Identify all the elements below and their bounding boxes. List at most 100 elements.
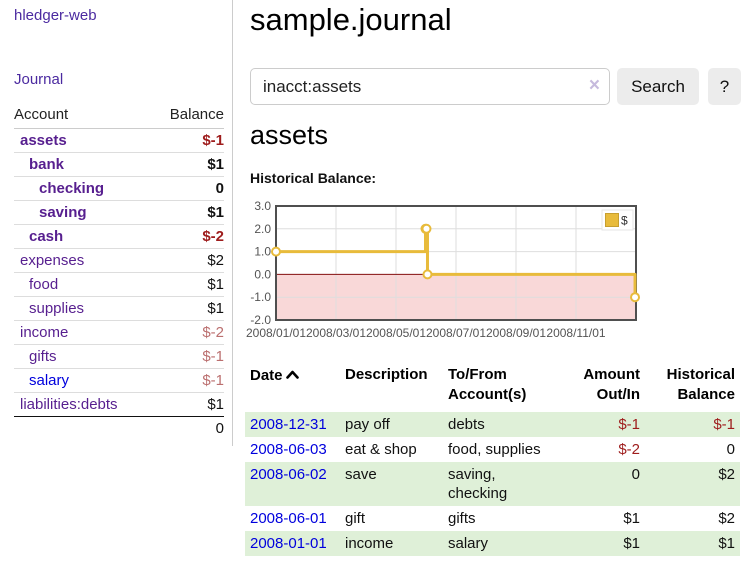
transaction-date-link: 2008-06-01 xyxy=(245,506,345,531)
transaction-description: gift xyxy=(345,510,366,527)
transaction-description: save xyxy=(345,466,377,483)
account-balance: $2 xyxy=(207,252,224,269)
sidebar-account-link[interactable]: liabilities:debts xyxy=(20,396,118,413)
svg-text:2008/03/01: 2008/03/01 xyxy=(306,326,366,340)
transaction-accounts: salary xyxy=(448,535,489,552)
transaction-date-link: 2008-01-01 xyxy=(245,531,345,556)
svg-text:2008/11/01: 2008/11/01 xyxy=(546,326,605,340)
sidebar-account-link[interactable]: income xyxy=(20,324,69,341)
balance-column-header: Balance xyxy=(169,106,224,123)
accounts-table-header: Account Balance xyxy=(14,104,224,129)
sidebar-account-link[interactable]: cash xyxy=(29,228,64,245)
app-title-link[interactable]: hledger-web xyxy=(14,7,97,24)
transaction-accounts: debts xyxy=(448,416,485,433)
register-row: 2008-06-03 eat & shop food, supplies $-2 0 xyxy=(245,437,740,462)
chart-title: Historical Balance: xyxy=(250,170,377,186)
sidebar-account-link[interactable]: expenses xyxy=(20,252,85,269)
register-header-row: Date Description To/From Account(s) Amou… xyxy=(245,363,740,412)
transaction-description: pay off xyxy=(345,416,390,433)
transaction-date-link[interactable]: 2008-06-02 xyxy=(250,466,327,483)
transaction-balance: $1 xyxy=(718,535,735,552)
column-header-balance: Historical Balance xyxy=(666,366,735,403)
register-table: Date Description To/From Account(s) Amou… xyxy=(245,363,740,556)
column-header-description: Description xyxy=(345,366,428,383)
transaction-amount: $1 xyxy=(623,510,640,527)
svg-text:2008/05/01: 2008/05/01 xyxy=(366,326,426,340)
account-balance: $1 xyxy=(207,276,224,293)
svg-text:$: $ xyxy=(621,214,628,228)
account-row: liabilities:debts $1 xyxy=(14,393,224,417)
sidebar-account-link[interactable]: supplies xyxy=(29,300,85,317)
account-balance: $1 xyxy=(207,156,224,173)
svg-text:2008/07/01: 2008/07/01 xyxy=(426,326,486,340)
transaction-date-link[interactable]: 2008-01-01 xyxy=(250,535,327,552)
account-row: gifts $-1 xyxy=(14,345,224,369)
svg-text:-2.0: -2.0 xyxy=(250,313,271,327)
column-header-date[interactable]: Date xyxy=(245,363,345,412)
register-row: 2008-12-31 pay off debts $-1 $-1 xyxy=(245,412,740,437)
search-input-wrap: × xyxy=(250,68,610,105)
account-heading: assets xyxy=(250,120,329,150)
transaction-description: eat & shop xyxy=(345,441,417,458)
transaction-amount: $1 xyxy=(623,535,640,552)
transaction-balance: $2 xyxy=(718,510,735,527)
sidebar-account-link[interactable]: food xyxy=(29,276,59,293)
chart-legend: $ xyxy=(601,209,634,231)
svg-text:2.0: 2.0 xyxy=(254,222,271,236)
column-header-accounts: To/From Account(s) xyxy=(448,366,527,403)
account-balance: $-1 xyxy=(202,132,224,149)
account-row: income $-2 xyxy=(14,321,224,345)
sidebar-account-link[interactable]: saving xyxy=(39,204,87,221)
historical-balance-chart: $3.0 2.0 1.0 0.0 -1.0 -2.0 2008/01/01 2008/03/0… xyxy=(246,199,650,344)
svg-text:1.0: 1.0 xyxy=(254,245,271,259)
account-column-header: Account xyxy=(14,106,69,123)
svg-text:3.0: 3.0 xyxy=(254,199,271,213)
transaction-date-link: 2008-12-31 xyxy=(245,412,345,437)
accounts-list: assets $-1 bank $1 checking 0 saving $1 cash $-2 e… xyxy=(14,129,224,417)
accounts-total: 0 xyxy=(215,420,224,437)
account-row: salary $-1 xyxy=(14,369,224,393)
svg-text:0.0: 0.0 xyxy=(254,267,271,281)
sort-ascending-icon xyxy=(285,365,299,385)
account-balance: 0 xyxy=(215,180,224,197)
account-row: expenses $2 xyxy=(14,249,224,273)
account-balance: $-2 xyxy=(202,228,224,245)
transaction-balance: $2 xyxy=(718,466,735,483)
account-balance: $-2 xyxy=(202,324,224,341)
help-button[interactable]: ? xyxy=(708,68,741,105)
search-form: × Search ? xyxy=(250,68,741,105)
sidebar-account-link[interactable]: gifts xyxy=(29,348,57,365)
transaction-date-link[interactable]: 2008-06-01 xyxy=(250,510,327,527)
sidebar-account-link[interactable]: bank xyxy=(29,156,65,173)
account-balance: $1 xyxy=(207,204,224,221)
sidebar: hledger-web Journal Account Balance asse… xyxy=(0,0,233,446)
accounts-table: Account Balance assets $-1 bank $1 checking 0… xyxy=(14,104,224,441)
account-balance: $1 xyxy=(207,396,224,413)
clear-search-icon[interactable]: × xyxy=(588,75,600,96)
sidebar-item-journal[interactable]: Journal xyxy=(14,71,64,88)
transaction-balance: 0 xyxy=(726,441,735,458)
transaction-date-link[interactable]: 2008-06-03 xyxy=(250,441,327,458)
transaction-accounts: saving, checking xyxy=(448,466,508,502)
transaction-date-link: 2008-06-03 xyxy=(245,437,345,462)
transaction-date-link: 2008-06-02 xyxy=(245,462,345,506)
sidebar-account-link[interactable]: assets xyxy=(20,132,67,149)
account-row: cash $-2 xyxy=(14,225,224,249)
transaction-amount: 0 xyxy=(631,466,640,483)
transaction-date-link[interactable]: 2008-12-31 xyxy=(250,416,327,433)
sidebar-account-link[interactable]: checking xyxy=(39,180,105,197)
register-row: 2008-06-02 save saving, checking 0 $2 xyxy=(245,462,740,506)
main-content: sample.journal × Search ? assets Histori… xyxy=(245,0,742,582)
search-button[interactable]: Search xyxy=(617,68,699,105)
transaction-accounts: gifts xyxy=(448,510,476,527)
transaction-description: income xyxy=(345,535,394,552)
search-input[interactable] xyxy=(250,68,610,105)
account-row: bank $1 xyxy=(14,153,224,177)
account-row: saving $1 xyxy=(14,201,224,225)
account-balance: $1 xyxy=(207,300,224,317)
page-title: sample.journal xyxy=(250,2,452,37)
account-balance: $-1 xyxy=(202,372,224,389)
account-row: supplies $1 xyxy=(14,297,224,321)
column-header-amount: Amount Out/In xyxy=(583,366,640,403)
sidebar-account-link[interactable]: salary xyxy=(29,372,70,389)
